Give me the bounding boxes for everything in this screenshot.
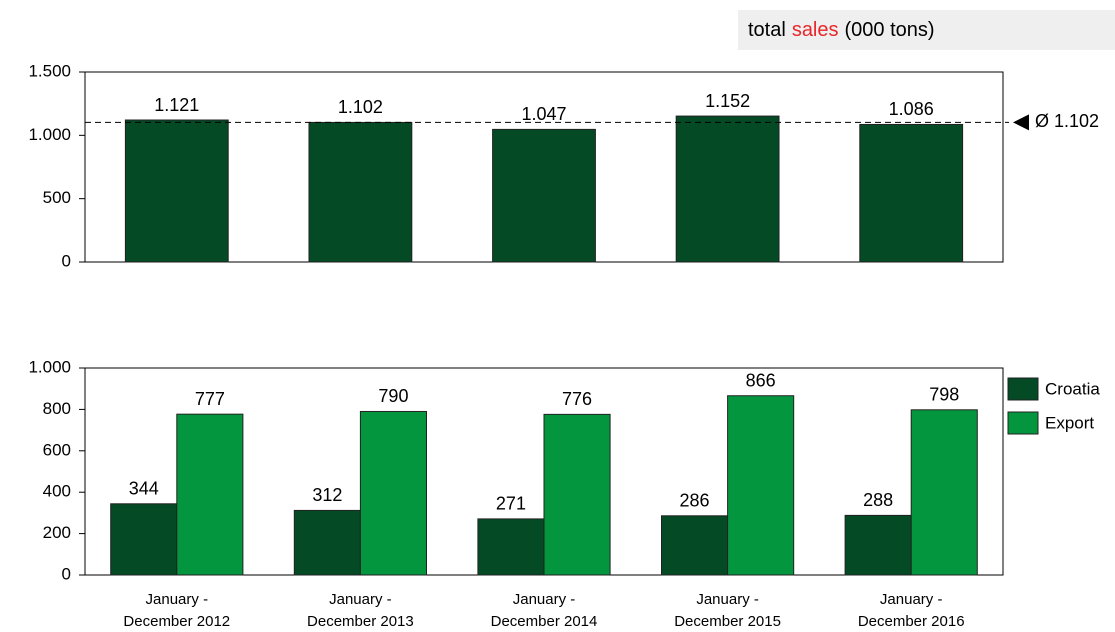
y-tick-label: 1.000 [28, 125, 71, 144]
x-tick-label: January - December 2015 [674, 591, 781, 630]
legend-label: Export [1045, 413, 1094, 432]
data-label: 312 [312, 485, 342, 505]
y-tick-label: 1.000 [28, 357, 71, 376]
bar [661, 515, 729, 576]
bar [308, 121, 413, 263]
data-label: 1.086 [889, 99, 934, 119]
y-tick-label: 0 [62, 564, 71, 583]
y-tick-label: 200 [43, 523, 71, 542]
data-label: 344 [129, 479, 159, 499]
data-label: 798 [929, 385, 959, 405]
y-tick-label: 1.500 [28, 61, 71, 80]
bar [359, 410, 427, 576]
x-tick-label-box: January - December 2013 [307, 591, 414, 630]
average-label: Ø 1.102 [1035, 111, 1099, 131]
data-label: 286 [680, 491, 710, 511]
bar [910, 409, 978, 576]
data-label: 866 [746, 370, 776, 390]
x-tick-label-box: January - December 2016 [857, 591, 965, 630]
average-marker [1013, 114, 1029, 131]
bar [859, 123, 964, 263]
data-label: 288 [863, 490, 893, 510]
chart-title: total sales (000 tons) [748, 19, 935, 41]
legend-label: Croatia [1045, 379, 1100, 398]
title-box [738, 10, 1115, 50]
data-label: 777 [195, 389, 225, 409]
bar [675, 115, 780, 263]
bar [124, 119, 229, 263]
x-tick-label-box: January - December 2014 [490, 591, 598, 630]
x-tick-label: January - December 2016 [857, 591, 965, 630]
bar [110, 503, 178, 576]
y-tick-label: 600 [43, 440, 71, 459]
y-tick-label: 500 [43, 188, 71, 207]
data-label: 790 [378, 386, 408, 406]
data-label: 1.121 [154, 95, 199, 115]
y-tick-label: 800 [43, 399, 71, 418]
title-highlight: sales [792, 19, 839, 41]
bar [727, 395, 795, 576]
data-label: 776 [562, 389, 592, 409]
data-label: 1.152 [705, 91, 750, 111]
x-tick-label: January - December 2012 [123, 591, 231, 630]
bar [844, 514, 912, 576]
x-tick-label-box: January - December 2012 [123, 591, 231, 630]
data-label: 1.047 [521, 104, 566, 124]
x-tick-label-box: January - December 2015 [674, 591, 781, 630]
legend-swatch [1007, 411, 1039, 435]
y-tick-label: 0 [62, 251, 71, 270]
title-part: (000 tons) [845, 19, 935, 41]
x-tick-label: January - December 2014 [490, 591, 598, 630]
y-tick-label: 400 [43, 482, 71, 501]
x-tick-label: January - December 2013 [307, 591, 414, 630]
data-label: 1.102 [338, 97, 383, 117]
bar [543, 413, 611, 576]
bar [492, 128, 596, 263]
bar [176, 413, 244, 576]
title-part: total [748, 19, 786, 41]
data-label: 271 [496, 494, 526, 514]
bar [477, 518, 545, 576]
legend-swatch [1007, 377, 1039, 401]
bar [293, 509, 361, 576]
